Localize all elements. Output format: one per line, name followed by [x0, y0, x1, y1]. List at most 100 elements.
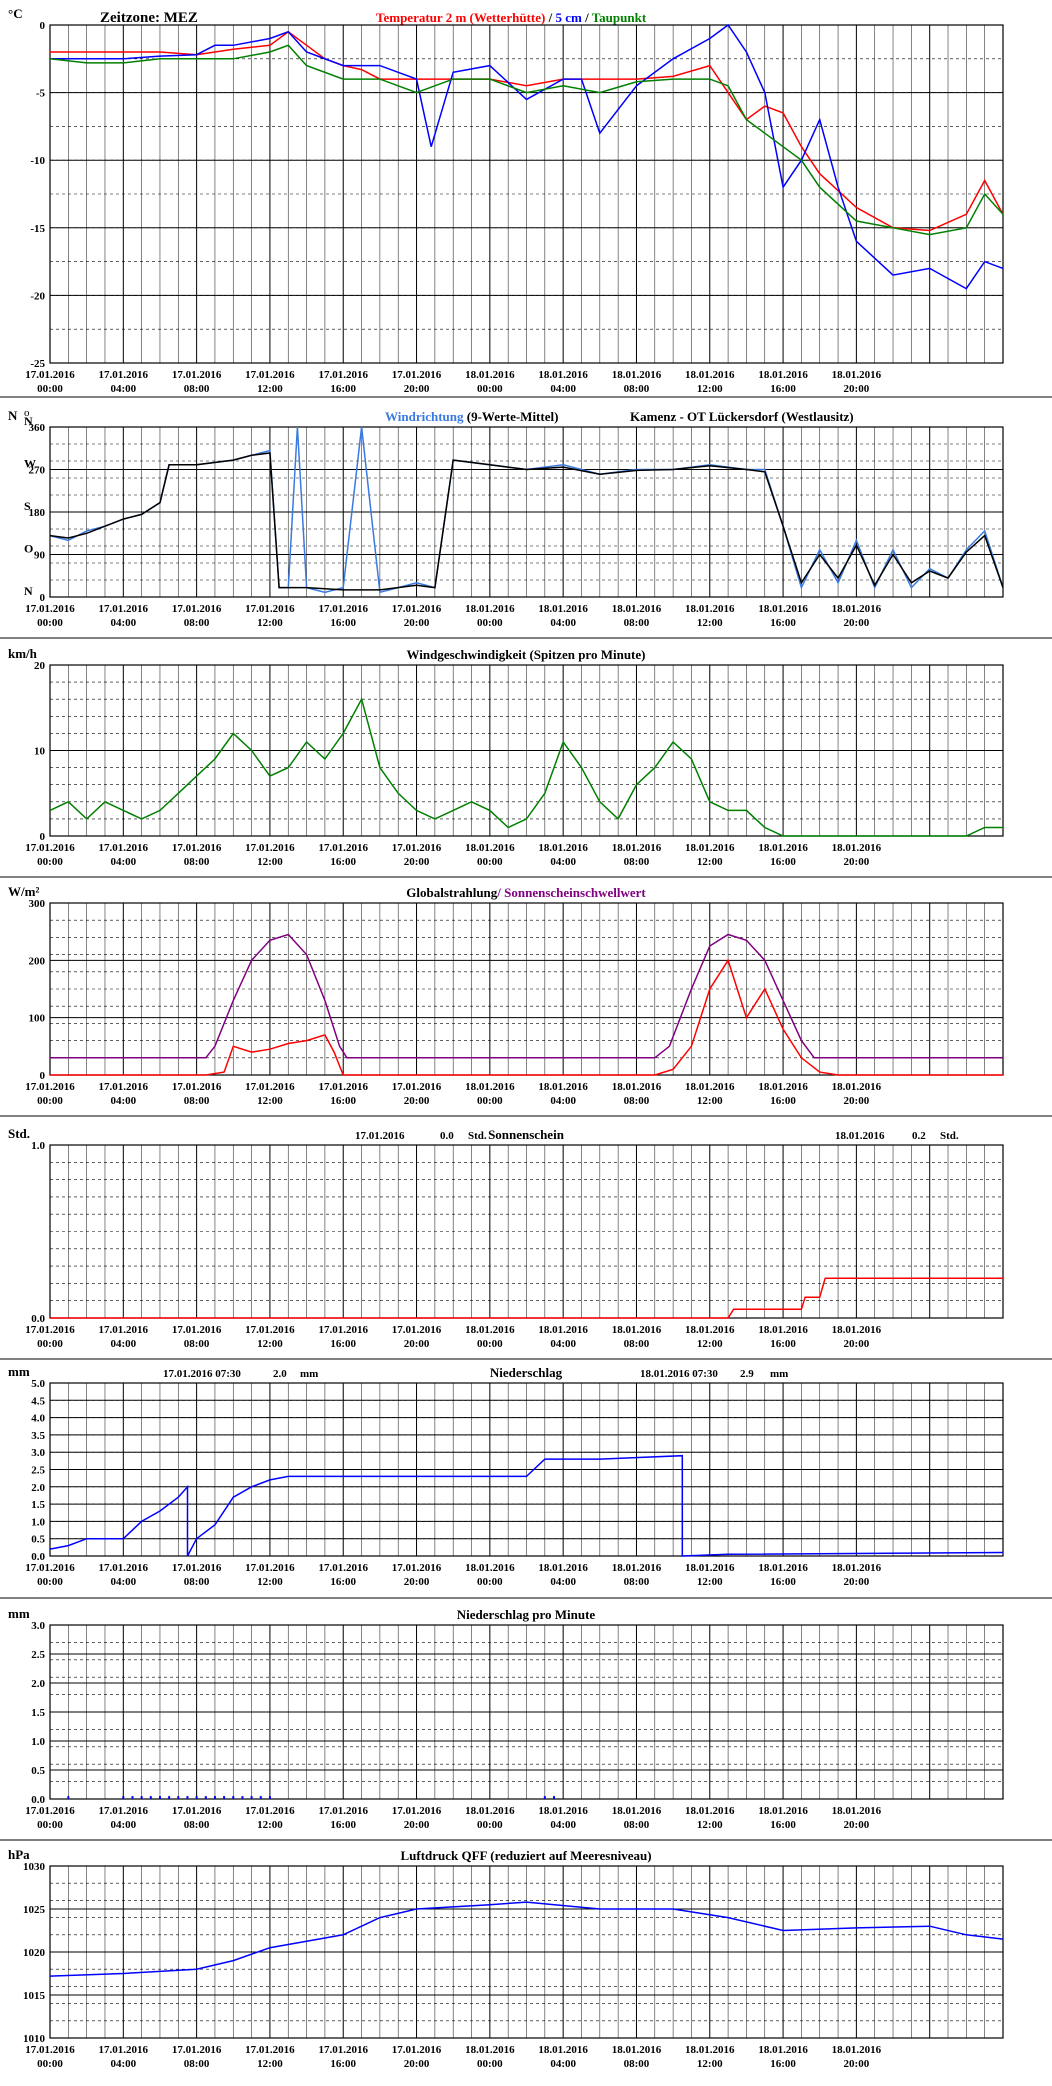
daily-date: 18.01.2016: [835, 1130, 885, 1142]
x-tick-date: 17.01.2016: [172, 1081, 222, 1093]
x-tick-date: 17.01.2016: [392, 1081, 442, 1093]
x-tick-date: 17.01.2016: [392, 1805, 442, 1817]
x-tick-date: 17.01.2016: [25, 842, 75, 854]
x-tick-date: 17.01.2016: [245, 2044, 295, 2056]
series-line: [50, 958, 1003, 1076]
x-tick-time: 20:00: [404, 383, 430, 395]
y-tick-label: 3.0: [31, 1620, 45, 1632]
daily-value: 0.0: [440, 1130, 454, 1142]
x-tick-time: 08:00: [624, 1819, 650, 1831]
chart-title-part: Niederschlag pro Minute: [457, 1607, 596, 1622]
x-tick-date: 18.01.2016: [685, 603, 735, 615]
unit-label: hPa: [8, 1847, 30, 1862]
y-tick-label: 3.5: [31, 1430, 45, 1442]
daily-value: 2.9: [740, 1368, 754, 1380]
x-tick-time: 04:00: [110, 1095, 136, 1107]
y-tick-label: 1010: [23, 2033, 46, 2045]
x-tick-time: 12:00: [697, 1819, 723, 1831]
y-tick-label: 20: [34, 660, 46, 672]
x-tick-date: 17.01.2016: [25, 1805, 75, 1817]
daily-value: 0.2: [912, 1130, 926, 1142]
y-tick-label: 2.5: [31, 1649, 45, 1661]
x-tick-time: 12:00: [257, 1576, 283, 1588]
plot-frame: [49, 24, 1004, 364]
chart-precip_min: 3.0 2.5 2.0 1.5 1.0 0.5 0.0 mm Niederschlag pro …: [0, 1606, 1052, 1841]
x-tick-time: 08:00: [184, 856, 210, 868]
x-tick-time: 20:00: [844, 1576, 870, 1588]
chart-title: Niederschlag: [490, 1365, 563, 1380]
x-tick-time: 16:00: [770, 1576, 796, 1588]
x-tick-date: 17.01.2016: [392, 369, 442, 381]
chart-title-part: /: [582, 10, 592, 25]
x-tick-time: 08:00: [184, 383, 210, 395]
x-tick-date: 18.01.2016: [758, 369, 808, 381]
x-tick-time: 16:00: [330, 1338, 356, 1350]
y-tick-label: 1.5: [31, 1499, 45, 1511]
x-tick-date: 18.01.2016: [758, 2044, 808, 2056]
x-tick-time: 12:00: [257, 1095, 283, 1107]
x-tick-time: 12:00: [257, 856, 283, 868]
x-tick-time: 16:00: [770, 617, 796, 629]
y-tick-label: 180: [29, 507, 46, 519]
y-tick-label: 0: [40, 831, 46, 843]
x-tick-date: 18.01.2016: [832, 842, 882, 854]
x-tick-date: 17.01.2016: [392, 603, 442, 615]
compass-label: N: [24, 414, 33, 428]
x-tick-date: 17.01.2016: [245, 369, 295, 381]
x-tick-date: 18.01.2016: [465, 2044, 515, 2056]
x-tick-date: 17.01.2016: [318, 842, 368, 854]
plot-frame: [49, 664, 1004, 837]
y-tick-label: -25: [30, 358, 45, 370]
y-tick-label: 0: [40, 1070, 46, 1082]
x-tick-date: 18.01.2016: [538, 603, 588, 615]
x-tick-time: 20:00: [844, 1819, 870, 1831]
x-tick-date: 18.01.2016: [758, 1562, 808, 1574]
x-tick-date: 18.01.2016: [685, 842, 735, 854]
x-tick-time: 00:00: [37, 1095, 63, 1107]
x-tick-time: 16:00: [330, 1095, 356, 1107]
x-tick-date: 17.01.2016: [172, 2044, 222, 2056]
y-tick-label: -15: [30, 223, 45, 235]
x-tick-time: 12:00: [697, 2058, 723, 2070]
x-tick-time: 08:00: [624, 1095, 650, 1107]
x-tick-time: 08:00: [184, 617, 210, 629]
chart-title-part: 5 cm: [555, 10, 582, 25]
chart-title-part: Temperatur 2 m (Wetterhütte): [376, 10, 545, 25]
x-tick-date: 17.01.2016: [99, 842, 149, 854]
x-tick-time: 12:00: [257, 2058, 283, 2070]
y-tick-label: 0.5: [31, 1765, 45, 1777]
x-tick-time: 04:00: [110, 1819, 136, 1831]
x-tick-time: 00:00: [37, 617, 63, 629]
x-tick-time: 04:00: [550, 2058, 576, 2070]
y-tick-label: 1.0: [31, 1140, 45, 1152]
x-tick-time: 08:00: [624, 383, 650, 395]
x-tick-date: 18.01.2016: [832, 2044, 882, 2056]
x-tick-time: 00:00: [477, 1338, 503, 1350]
x-tick-date: 17.01.2016: [99, 369, 149, 381]
x-tick-date: 18.01.2016: [465, 1805, 515, 1817]
x-tick-time: 00:00: [37, 383, 63, 395]
x-tick-date: 17.01.2016: [99, 2044, 149, 2056]
x-tick-time: 16:00: [330, 617, 356, 629]
y-tick-label: 10: [34, 746, 46, 758]
x-tick-time: 00:00: [37, 2058, 63, 2070]
daily-date: 18.01.2016 07:30: [640, 1368, 718, 1380]
x-tick-date: 17.01.2016: [25, 2044, 75, 2056]
x-tick-time: 04:00: [550, 1338, 576, 1350]
y-tick-label: 360: [29, 422, 46, 434]
x-tick-time: 20:00: [844, 383, 870, 395]
x-tick-date: 18.01.2016: [612, 1324, 662, 1336]
x-tick-date: 18.01.2016: [612, 842, 662, 854]
x-tick-date: 17.01.2016: [172, 603, 222, 615]
y-tick-label: 0: [40, 20, 46, 32]
x-tick-time: 16:00: [770, 856, 796, 868]
x-tick-date: 17.01.2016: [392, 2044, 442, 2056]
plot-frame: [49, 1865, 1004, 2039]
plot-frame: [49, 426, 1004, 598]
y-tick-label: 0.0: [31, 1551, 45, 1563]
x-tick-date: 17.01.2016: [25, 1324, 75, 1336]
x-tick-date: 18.01.2016: [832, 1081, 882, 1093]
x-tick-time: 00:00: [477, 856, 503, 868]
x-tick-time: 16:00: [330, 856, 356, 868]
